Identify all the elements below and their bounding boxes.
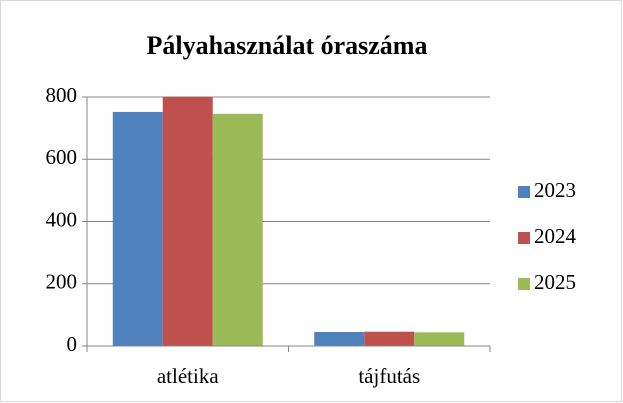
bar	[314, 331, 365, 346]
legend-label: 2025	[534, 270, 576, 294]
y-tick-label: 200	[46, 270, 78, 294]
y-tick-label: 0	[67, 332, 78, 356]
bar	[112, 111, 163, 346]
bar	[212, 113, 263, 347]
legend-label: 2024	[534, 224, 577, 248]
y-tick-label: 600	[46, 145, 78, 169]
legend-label: 2023	[534, 178, 576, 202]
y-tick-label: 400	[46, 207, 78, 231]
bar	[414, 332, 465, 346]
legend-swatch	[518, 278, 530, 290]
bar	[364, 331, 415, 346]
x-tick-label: tájfutás	[358, 364, 420, 388]
bar	[162, 97, 213, 346]
chart-title: Pályahasználat óraszáma	[147, 31, 428, 60]
x-tick-label: atlétika	[157, 364, 219, 388]
y-tick-label: 800	[46, 83, 78, 107]
legend-swatch	[518, 232, 530, 244]
legend-swatch	[518, 186, 530, 198]
